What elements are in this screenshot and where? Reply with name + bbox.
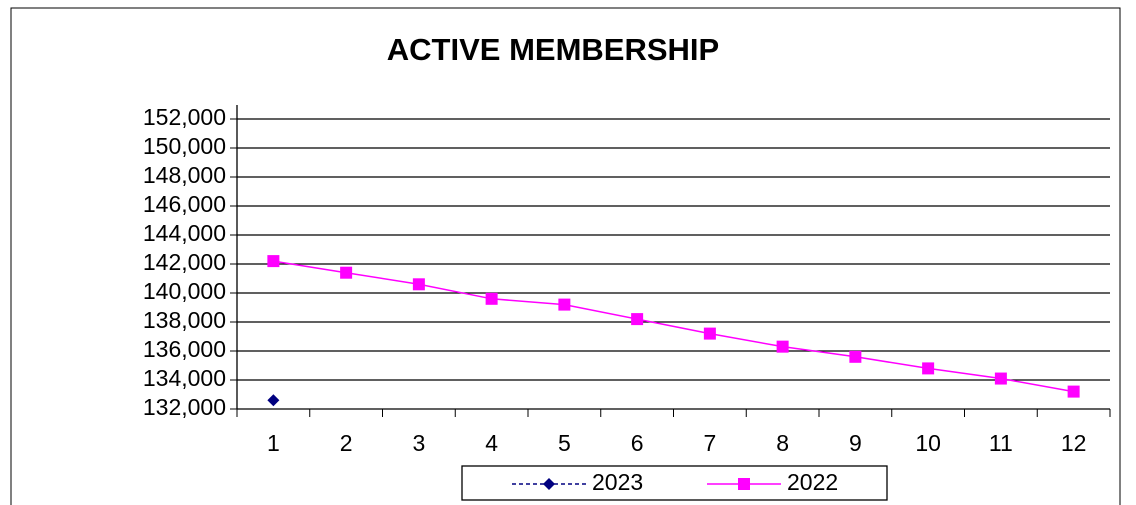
data-point <box>485 292 498 305</box>
data-point <box>267 394 280 407</box>
data-point <box>412 278 425 291</box>
x-tick-label: 9 <box>849 430 862 456</box>
data-point <box>340 266 353 279</box>
data-point <box>267 255 280 268</box>
legend-marker <box>738 478 750 490</box>
x-tick-label: 7 <box>703 430 716 456</box>
data-point <box>849 350 862 363</box>
y-tick-label: 140,000 <box>143 278 226 304</box>
legend-label: 2022 <box>787 469 838 495</box>
y-tick-label: 134,000 <box>143 365 226 391</box>
x-tick-label: 12 <box>1061 430 1087 456</box>
x-tick-label: 11 <box>989 430 1013 456</box>
legend-marker <box>543 478 555 490</box>
y-tick-label: 144,000 <box>143 220 226 246</box>
x-tick-label: 2 <box>340 430 353 456</box>
legend-box <box>461 465 888 501</box>
y-tick-label: 132,000 <box>143 394 226 420</box>
y-tick-label: 152,000 <box>143 104 226 130</box>
y-tick-label: 138,000 <box>143 307 226 333</box>
data-point <box>776 340 789 353</box>
chart-frame <box>10 7 1121 505</box>
data-point <box>558 298 571 311</box>
legend-label: 2023 <box>592 469 643 495</box>
x-tick-label: 4 <box>485 430 498 456</box>
x-tick-label: 5 <box>558 430 571 456</box>
x-tick-label: 10 <box>915 430 941 456</box>
y-tick-label: 150,000 <box>143 133 226 159</box>
y-tick-label: 146,000 <box>143 191 226 217</box>
y-tick-label: 148,000 <box>143 162 226 188</box>
x-tick-label: 3 <box>412 430 425 456</box>
x-tick-label: 1 <box>267 430 280 456</box>
x-tick-label: 8 <box>776 430 789 456</box>
y-tick-label: 136,000 <box>143 336 226 362</box>
data-point <box>922 362 935 375</box>
chart-title: ACTIVE MEMBERSHIP <box>387 32 719 67</box>
data-point <box>1067 385 1080 398</box>
series-line <box>273 260 1074 393</box>
data-point <box>994 372 1007 385</box>
y-tick-label: 142,000 <box>143 249 226 275</box>
x-tick-label: 6 <box>631 430 644 456</box>
data-point <box>703 327 716 340</box>
data-point <box>631 313 644 326</box>
